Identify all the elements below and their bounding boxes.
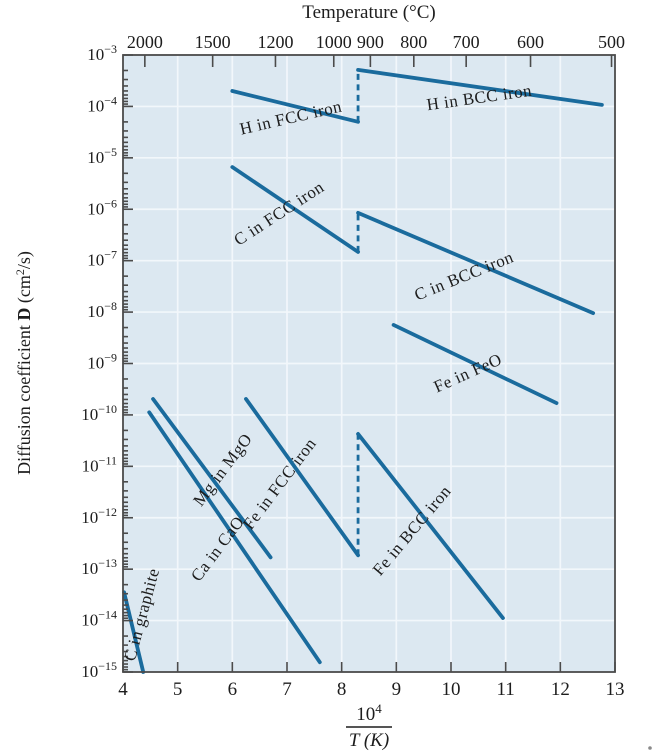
y-axis-title: Diffusion coefficient D (cm2/s)	[13, 251, 35, 475]
series-line-c-in-bcc-iron	[356, 210, 596, 316]
top-axis-tick-label: 1200	[257, 32, 293, 52]
series-line-ca-in-cao	[147, 410, 322, 665]
series-line-h-in-fcc-iron	[230, 89, 360, 124]
series-line-c-in-fcc-iron	[230, 165, 360, 254]
x-axis-tick-label: 4	[118, 679, 128, 700]
bottom-axis: 4 5 6 7 8 9 10 11 12 13	[118, 679, 624, 700]
top-axis-title: Temperature (°C)	[302, 2, 435, 23]
top-axis-tick-label: 2000	[127, 32, 163, 52]
series-line-fe-in-fcc-iron	[244, 397, 360, 558]
x-axis-tick-label: 8	[337, 679, 347, 700]
scan-artifact-dot	[648, 746, 652, 750]
top-axis-tick-label: 1500	[195, 32, 231, 52]
top-axis: 2000 1500 1200 1000 900 800 700 600 500 Temperatu…	[127, 2, 625, 52]
series-line-fe-in-bcc-iron	[356, 432, 505, 620]
x-axis-title-denominator: T (K)	[349, 730, 389, 751]
x-axis-tick-label: 5	[173, 679, 183, 700]
top-axis-tick-label: 500	[598, 32, 625, 52]
top-axis-tick-label: 800	[400, 32, 427, 52]
top-axis-tick-label: 600	[517, 32, 544, 52]
gridlines	[123, 55, 615, 672]
x-axis-tick-label: 13	[606, 679, 625, 700]
series-lines	[122, 68, 604, 674]
x-axis-tick-label: 10	[442, 679, 461, 700]
x-axis-tick-label: 7	[282, 679, 292, 700]
top-axis-tick-label: 900	[357, 32, 384, 52]
series-line-mg-in-mgo	[151, 397, 273, 560]
x-axis-tick-label: 11	[497, 679, 515, 700]
top-axis-tick-label: 1000	[316, 32, 352, 52]
series-line-h-in-bcc-iron	[356, 68, 604, 107]
series-line-fe-in-feo	[391, 323, 559, 405]
axis-ticks	[122, 54, 616, 673]
x-axis-tick-label: 9	[392, 679, 402, 700]
top-axis-tick-label: 700	[453, 32, 480, 52]
x-axis-tick-label: 6	[228, 679, 238, 700]
x-axis-tick-label: 12	[551, 679, 570, 700]
